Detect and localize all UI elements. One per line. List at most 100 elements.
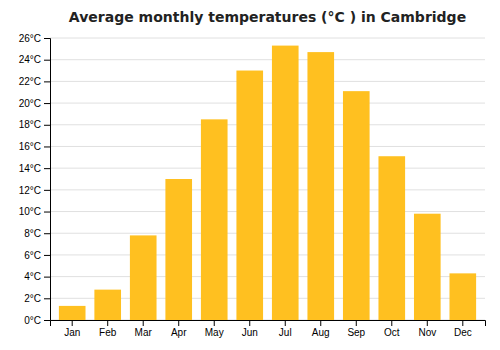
- title: Average monthly temperatures (°C ) in Ca…: [69, 9, 466, 25]
- y-tick: 6°C: [24, 250, 50, 261]
- x-tick: Jul: [279, 320, 292, 338]
- y-tick: 20°C: [19, 98, 50, 109]
- bar: [449, 273, 476, 320]
- y-tick-label: 26°C: [19, 33, 41, 44]
- y-axis: 0°C 2°C 4°C 6°C 8°C 10°C 12°C 14°C 16°C 18°C 20°C 2…: [19, 33, 51, 326]
- y-tick-mark: [44, 255, 50, 256]
- grid-line: [50, 189, 485, 190]
- grid-line: [50, 146, 485, 147]
- y-axis-line: [44, 39, 51, 321]
- x-tick: Mar: [135, 320, 153, 338]
- y-tick-label: 2°C: [24, 293, 41, 304]
- y-tick-label: 8°C: [24, 228, 41, 239]
- x-tick-mark: [462, 320, 463, 326]
- y-tick: 4°C: [24, 271, 50, 282]
- y-tick: 22°C: [19, 76, 50, 87]
- x-tick: Jan: [64, 320, 80, 338]
- y-tick-label: 16°C: [19, 141, 41, 152]
- y-tick-label: 24°C: [19, 54, 41, 65]
- grid-line: [50, 81, 485, 82]
- x-tick: Dec: [454, 320, 472, 338]
- x-tick-label: May: [205, 327, 224, 338]
- grid-line: [50, 59, 485, 60]
- x-tick: Jun: [242, 320, 258, 338]
- grid: [50, 38, 485, 320]
- y-tick-mark: [44, 190, 50, 191]
- x-tick-label: Jun: [242, 327, 258, 338]
- y-tick-mark: [44, 298, 50, 299]
- chart-svg: Jan Feb Mar Apr May Jun Jul Aug Sep Oct Nov Dec 0°C 2…: [0, 0, 500, 350]
- x-tick-mark: [72, 320, 73, 326]
- x-tick-mark: [427, 320, 428, 326]
- bar: [307, 52, 334, 320]
- grid-line: [50, 211, 485, 212]
- y-tick-label: 6°C: [24, 250, 41, 261]
- y-tick-label: 12°C: [19, 185, 41, 196]
- y-tick-mark: [44, 233, 50, 234]
- x-tick: Feb: [99, 320, 117, 338]
- y-tick-mark: [44, 320, 50, 321]
- x-tick-label: Sep: [347, 327, 365, 338]
- x-tick-label: Aug: [312, 327, 330, 338]
- x-tick-label: Jul: [279, 327, 292, 338]
- y-tick-label: 14°C: [19, 163, 41, 174]
- x-tick-mark: [391, 320, 392, 326]
- grid-line: [50, 103, 485, 104]
- y-tick-mark: [44, 125, 50, 126]
- x-tick-mark: [249, 320, 250, 326]
- y-tick-label: 4°C: [24, 271, 41, 282]
- bar: [165, 179, 192, 320]
- x-tick: Aug: [312, 320, 330, 338]
- grid-line: [50, 38, 485, 39]
- y-tick: 2°C: [24, 293, 50, 304]
- y-tick: 0°C: [24, 315, 50, 326]
- bar: [94, 290, 121, 320]
- x-tick-mark: [143, 320, 144, 326]
- grid-line: [50, 124, 485, 125]
- bar: [414, 214, 441, 320]
- x-tick-label: Jan: [64, 327, 80, 338]
- y-tick: 26°C: [19, 33, 50, 44]
- x-tick-mark: [285, 320, 286, 326]
- y-tick: 8°C: [24, 228, 50, 239]
- y-tick-mark: [44, 146, 50, 147]
- y-tick: 18°C: [19, 119, 50, 130]
- x-tick: Apr: [171, 320, 187, 338]
- y-tick-mark: [44, 168, 50, 169]
- y-tick: 16°C: [19, 141, 50, 152]
- bar: [378, 156, 405, 320]
- y-tick-mark: [44, 60, 50, 61]
- x-tick-label: Mar: [135, 327, 153, 338]
- x-tick: Nov: [418, 320, 436, 338]
- x-tick-label: Nov: [418, 327, 436, 338]
- x-tick-label: Dec: [454, 327, 472, 338]
- y-tick: 14°C: [19, 163, 50, 174]
- bar: [272, 46, 299, 320]
- x-tick-mark: [214, 320, 215, 326]
- x-tick-label: Feb: [99, 327, 117, 338]
- x-tick-mark: [178, 320, 179, 326]
- x-tick-label: Oct: [384, 327, 400, 338]
- x-tick: Sep: [347, 320, 365, 338]
- bars: [59, 46, 476, 320]
- y-tick: 12°C: [19, 185, 50, 196]
- y-tick-label: 22°C: [19, 76, 41, 87]
- bar: [201, 119, 228, 320]
- y-tick-mark: [44, 38, 50, 39]
- bar: [59, 306, 86, 320]
- grid-line: [50, 168, 485, 169]
- y-tick-mark: [44, 103, 50, 104]
- x-tick: May: [205, 320, 224, 338]
- y-tick: 10°C: [19, 206, 50, 217]
- x-axis: Jan Feb Mar Apr May Jun Jul Aug Sep Oct Nov Dec: [51, 320, 486, 338]
- y-tick-mark: [44, 277, 50, 278]
- bar: [130, 235, 157, 320]
- chart-container: Jan Feb Mar Apr May Jun Jul Aug Sep Oct Nov Dec 0°C 2…: [0, 0, 500, 350]
- x-tick-mark: [107, 320, 108, 326]
- y-tick-mark: [44, 81, 50, 82]
- bar: [236, 71, 263, 320]
- x-tick-mark: [320, 320, 321, 326]
- x-tick: Oct: [384, 320, 400, 338]
- x-axis-line: [51, 321, 486, 327]
- bar: [343, 91, 370, 320]
